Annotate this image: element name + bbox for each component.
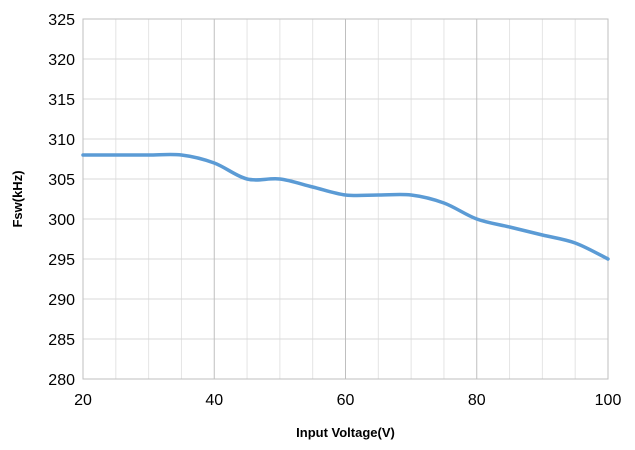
plot-border [82, 18, 609, 380]
y-tick-label: 325 [48, 12, 75, 29]
y-tick-label: 290 [48, 292, 75, 309]
data-point [146, 153, 151, 158]
tick-labels: 280 285 290 295 300 305 310 315 320 325 20 40 60 80 10… [48, 12, 621, 409]
y-tick-label: 310 [48, 132, 75, 149]
data-point [81, 153, 86, 158]
y-tick-label: 315 [48, 92, 75, 109]
data-point [441, 201, 446, 206]
data-point [573, 241, 578, 246]
x-tick-label: 80 [468, 392, 486, 409]
data-point [277, 177, 282, 182]
x-tick-label: 60 [337, 392, 355, 409]
series-layer [81, 152, 611, 262]
y-tick-label: 300 [48, 212, 75, 229]
y-tick-label: 280 [48, 372, 75, 389]
y-tick-label: 295 [48, 252, 75, 269]
y-axis-title: Fsw(kHz) [10, 170, 25, 227]
data-point [310, 185, 315, 190]
data-point [179, 153, 184, 158]
data-point [113, 153, 118, 158]
data-point [474, 217, 479, 222]
data-point [606, 257, 611, 262]
x-tick-label: 40 [205, 392, 223, 409]
grid [82, 18, 609, 380]
axes [82, 18, 609, 380]
x-axis-title: Input Voltage(V) [296, 425, 395, 440]
data-point [409, 193, 414, 198]
data-point [376, 193, 381, 198]
series-line-0 [81, 152, 610, 261]
y-tick-label: 305 [48, 172, 75, 189]
data-point [507, 225, 512, 230]
data-point [540, 233, 545, 238]
data-point [212, 161, 217, 166]
data-point [343, 193, 348, 198]
y-tick-label: 285 [48, 332, 75, 349]
x-tick-label: 100 [595, 392, 622, 409]
data-point [245, 177, 250, 182]
x-tick-label: 20 [74, 392, 92, 409]
y-tick-label: 320 [48, 52, 75, 69]
